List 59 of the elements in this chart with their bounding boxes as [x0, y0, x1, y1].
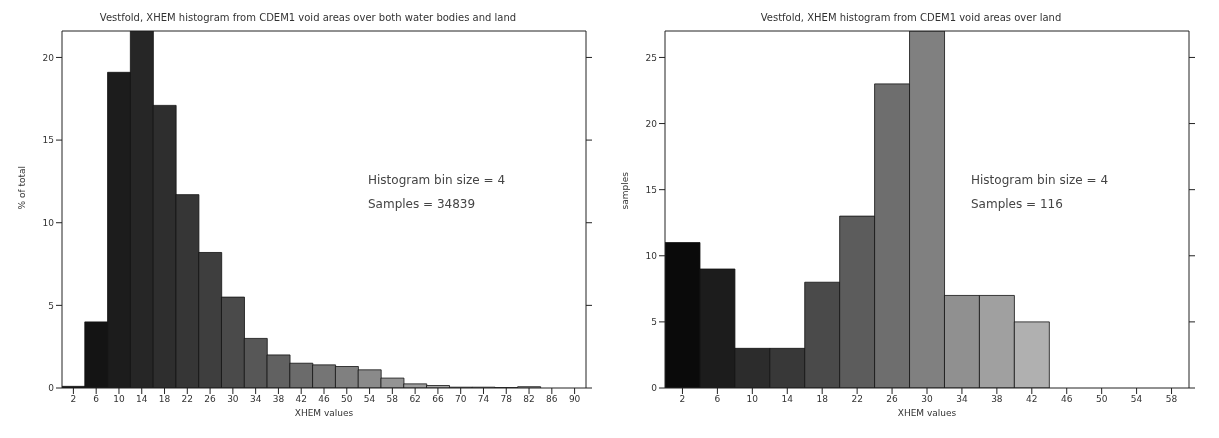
x-tick-label: 86 — [546, 394, 558, 405]
annotation: Samples = 34839 — [368, 195, 477, 213]
x-tick-label: 42 — [295, 394, 307, 405]
y-tick-label: 20 — [42, 52, 55, 63]
x-tick-label: 6 — [714, 394, 721, 405]
x-tick-label: 62 — [409, 394, 421, 405]
y-tick-label: 10 — [645, 250, 658, 261]
x-tick-label: 66 — [432, 394, 444, 405]
y-tick-label: 5 — [651, 317, 657, 328]
x-tick-label: 38 — [991, 394, 1003, 405]
x-tick-label: 54 — [1130, 394, 1143, 405]
x-tick-label: 14 — [781, 394, 794, 405]
x-tick-label: 22 — [181, 394, 194, 405]
x-axis-title: XHEM values — [294, 408, 354, 418]
x-axis-title: XHEM values — [897, 408, 957, 418]
y-tick-label: 20 — [645, 118, 658, 129]
x-tick-label: 38 — [272, 394, 285, 405]
x-tick-label: 58 — [386, 394, 399, 405]
x-tick-label: 10 — [113, 394, 125, 405]
x-tick-label: 70 — [454, 394, 467, 405]
y-tick-label: 15 — [42, 135, 54, 146]
y-tick-label: 15 — [645, 184, 657, 195]
x-tick-label: 30 — [227, 394, 239, 405]
x-tick-label: 30 — [921, 394, 933, 405]
y-tick-label: 10 — [42, 217, 55, 228]
chart-title: Vestfold, XHEM histogram from CDEM1 void areas over land — [759, 12, 1063, 23]
x-tick-label: 46 — [1061, 394, 1073, 405]
x-tick-label: 54 — [363, 394, 376, 405]
x-tick-label: 58 — [1165, 394, 1178, 405]
chart-title: Vestfold, XHEM histogram from CDEM1 void areas over both water bodies and land — [98, 12, 518, 23]
x-tick-label: 78 — [500, 394, 513, 405]
x-tick-label: 6 — [93, 394, 100, 405]
y-tick-label: 5 — [48, 300, 54, 311]
x-tick-label: 14 — [136, 394, 148, 405]
x-tick-label: 2 — [679, 394, 686, 405]
y-axis-title: samples — [620, 171, 631, 210]
y-tick-label: 25 — [645, 52, 657, 63]
x-tick-label: 10 — [746, 394, 759, 405]
y-tick-label: 0 — [48, 383, 55, 394]
y-tick-label: 0 — [651, 383, 658, 394]
x-tick-label: 34 — [249, 394, 262, 405]
x-tick-label: 34 — [956, 394, 968, 405]
x-tick-label: 42 — [1026, 394, 1038, 405]
x-tick-label: 18 — [158, 394, 171, 405]
x-tick-label: 74 — [477, 394, 490, 405]
x-tick-label: 90 — [568, 394, 581, 405]
annotation: Histogram bin size = 4 — [368, 171, 506, 189]
x-tick-label: 26 — [886, 394, 899, 405]
x-tick-label: 18 — [816, 394, 829, 405]
y-axis-title: % of total — [17, 165, 28, 210]
x-tick-label: 50 — [1095, 394, 1108, 405]
x-tick-label: 22 — [851, 394, 863, 405]
x-tick-label: 82 — [523, 394, 535, 405]
x-tick-label: 26 — [204, 394, 217, 405]
annotation: Histogram bin size = 4 — [971, 171, 1109, 189]
x-tick-label: 50 — [341, 394, 353, 405]
x-tick-label: 2 — [70, 394, 77, 405]
x-tick-label: 46 — [318, 394, 330, 405]
annotation: Samples = 116 — [971, 195, 1064, 213]
